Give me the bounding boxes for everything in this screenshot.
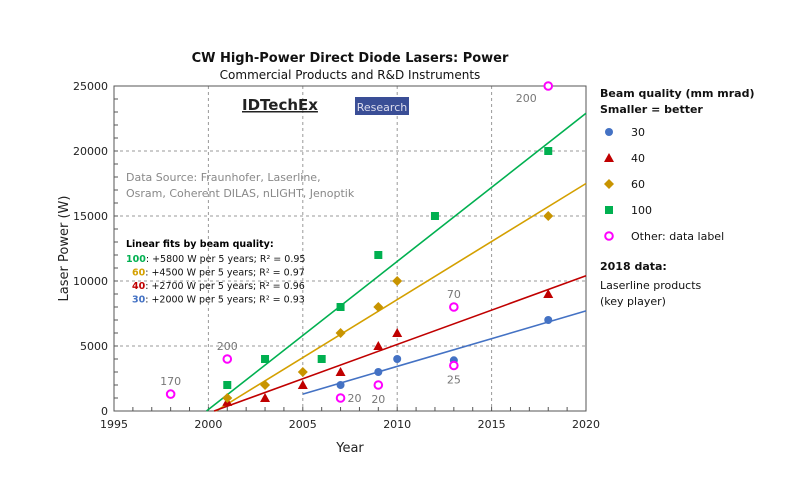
data-point-label: 20 — [348, 392, 362, 405]
legend-marker — [605, 206, 613, 214]
fit-key: 40 — [132, 281, 146, 292]
fit-text: : +4500 W per 5 years; R² = 0.97 — [145, 268, 305, 279]
data-point-other — [222, 354, 233, 364]
data-point-40 — [297, 380, 308, 389]
legend-note: (key player) — [600, 295, 666, 308]
data-point-100 — [336, 303, 345, 311]
data-point-other — [165, 389, 176, 399]
fit-line-60 — [215, 182, 587, 412]
fit-label: 30: +2000 W per 5 years; R² = 0.93 — [132, 295, 305, 306]
y-tick-label: 0 — [101, 405, 108, 418]
legend-label: 60 — [631, 178, 645, 191]
data-point-60 — [543, 211, 554, 221]
source-note: Data Source: Fraunhofer, Laserline, — [126, 171, 321, 184]
data-point-other — [543, 81, 554, 91]
data-point-label: 25 — [447, 374, 461, 387]
fit-text: : +5800 W per 5 years; R² = 0.95 — [146, 254, 306, 265]
y-tick-label: 15000 — [73, 210, 108, 223]
fits-title: Linear fits by beam quality: — [126, 239, 274, 250]
fit-label: 40: +2700 W per 5 years; R² = 0.96 — [132, 281, 305, 292]
plot-frame — [113, 85, 587, 412]
data-point-30 — [374, 368, 383, 376]
legend-marker — [604, 231, 614, 241]
chart-subtitle: Commercial Products and R&D Instruments — [220, 68, 481, 82]
data-point-40 — [373, 341, 384, 350]
data-point-label: 20 — [371, 393, 385, 406]
fit-label: 60: +4500 W per 5 years; R² = 0.97 — [132, 268, 305, 279]
legend-label: 100 — [631, 204, 652, 217]
y-tick-label: 10000 — [73, 275, 108, 288]
x-tick-label: 2015 — [478, 418, 506, 431]
logo-tag: Research — [357, 101, 407, 114]
x-tick-label: 2000 — [194, 418, 222, 431]
x-tick-label: 2010 — [383, 418, 411, 431]
legend-title: Beam quality (mm mrad) — [600, 87, 754, 100]
fit-text: : +2000 W per 5 years; R² = 0.93 — [145, 295, 305, 306]
data-point-other — [449, 360, 459, 371]
legend-label: 40 — [631, 152, 645, 165]
fit-label: 100: +5800 W per 5 years; R² = 0.95 — [126, 254, 305, 265]
data-point-40 — [335, 367, 346, 376]
legend-note: Laserline products — [600, 279, 702, 292]
data-point-40 — [260, 393, 271, 402]
data-point-40 — [392, 328, 403, 337]
data-point-60 — [297, 367, 308, 377]
fit-key: 30 — [132, 295, 146, 306]
data-point-100 — [544, 147, 553, 155]
data-point-60 — [335, 328, 346, 338]
data-point-100 — [317, 355, 326, 363]
data-point-30 — [544, 316, 553, 324]
x-axis-label: Year — [335, 441, 364, 456]
data-point-100 — [374, 251, 383, 259]
y-tick-label: 20000 — [73, 145, 108, 158]
data-point-30 — [336, 381, 345, 389]
data-point-40 — [543, 289, 554, 298]
legend-label: 30 — [631, 126, 645, 139]
x-tick-label: 2005 — [289, 418, 317, 431]
fit-line-40 — [213, 275, 587, 412]
data-point-label: 200 — [217, 340, 238, 353]
x-tick-label: 1995 — [100, 418, 128, 431]
y-tick-label: 25000 — [73, 80, 108, 93]
fit-key: 60 — [132, 268, 146, 279]
x-tick-label: 2020 — [572, 418, 600, 431]
logo-tag-bg — [355, 97, 409, 115]
data-point-60 — [260, 380, 271, 390]
data-point-other — [335, 393, 346, 403]
legend-note-title: 2018 data: — [600, 260, 667, 273]
data-point-other — [373, 380, 384, 390]
legend-marker — [604, 179, 614, 189]
fit-line-30 — [302, 310, 587, 395]
legend-label: Other: data label — [631, 230, 724, 243]
y-tick-label: 5000 — [80, 340, 108, 353]
data-point-other — [449, 302, 459, 312]
data-point-label: 170 — [160, 375, 181, 388]
logo-brand: IDTechEx — [242, 96, 318, 114]
fit-key: 100 — [126, 254, 146, 265]
data-point-label: 70 — [447, 288, 461, 301]
data-point-60 — [373, 302, 384, 312]
fit-line-100 — [206, 112, 587, 412]
fit-text: : +2700 W per 5 years; R² = 0.96 — [145, 281, 305, 292]
chart-title: CW High-Power Direct Diode Lasers: Power — [192, 51, 509, 66]
data-point-label: 200 — [516, 92, 537, 105]
data-point-60 — [222, 393, 233, 403]
y-axis-label: Laser Power (W) — [57, 196, 72, 302]
source-note: Osram, Coherent DILAS, nLIGHT, Jenoptik — [126, 187, 355, 200]
data-point-100 — [223, 381, 232, 389]
legend-marker — [605, 128, 613, 136]
data-point-100 — [261, 355, 270, 363]
legend-subtitle: Smaller = better — [600, 103, 703, 116]
data-point-100 — [430, 212, 439, 220]
data-point-60 — [392, 276, 403, 286]
data-point-30 — [393, 355, 402, 363]
legend-marker — [604, 153, 614, 162]
